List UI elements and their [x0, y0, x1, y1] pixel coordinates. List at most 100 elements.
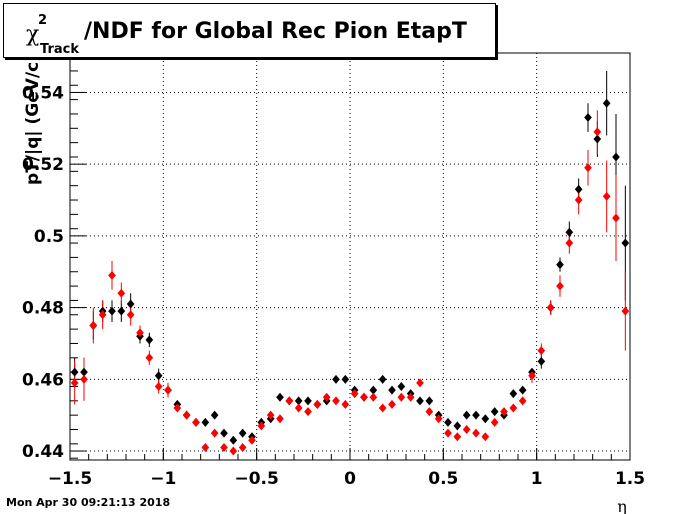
data-point [210, 410, 219, 420]
data-point [313, 399, 322, 409]
y-tick-label: 0.46 [22, 370, 64, 390]
data-point [490, 417, 499, 427]
data-point [584, 163, 592, 173]
data-point [481, 432, 490, 442]
y-tick-label: 0.52 [22, 155, 64, 175]
data-point [556, 281, 564, 291]
data-point [164, 385, 172, 395]
data-point [621, 238, 630, 248]
data-points [70, 98, 630, 456]
x-tick-label: 1.5 [615, 469, 645, 489]
chart-title: /NDF for Global Rec Pion EtapT [84, 19, 467, 44]
data-point [388, 385, 396, 395]
data-point [472, 410, 480, 420]
data-point [509, 403, 518, 413]
data-point [369, 385, 378, 395]
data-point [369, 392, 378, 402]
data-point [546, 303, 555, 313]
data-point [89, 321, 98, 331]
data-point [453, 421, 462, 431]
y-tick-label: 0.44 [22, 442, 64, 462]
data-point [154, 381, 163, 391]
data-point [276, 392, 284, 402]
data-point [192, 417, 200, 427]
data-point [182, 410, 191, 420]
data-point [145, 335, 154, 345]
data-point [80, 374, 88, 384]
chi-superscript: 2 [38, 13, 48, 28]
x-tick-label: 1 [531, 469, 543, 489]
data-point [574, 195, 583, 205]
data-point [416, 396, 424, 406]
data-point [238, 428, 247, 438]
data-point [350, 389, 359, 399]
y-tick-label: 0.54 [22, 83, 64, 103]
data-point [416, 378, 424, 388]
data-point [276, 414, 284, 424]
y-tick-label: 0.48 [22, 299, 64, 319]
data-point [304, 407, 312, 417]
data-point [117, 306, 126, 316]
data-point [388, 399, 396, 409]
data-point [145, 353, 154, 363]
data-point [257, 421, 266, 431]
data-point [332, 374, 340, 384]
x-tick-label: −1 [150, 469, 176, 489]
data-point [556, 260, 564, 270]
plot-frame [69, 52, 631, 461]
data-point [378, 374, 387, 384]
y-tick-label: 0.5 [34, 227, 64, 247]
tick-labels: −1.5 −1 −0.5 0 0.5 1 1.5 0.44 0.46 0.48 0.5 0.52 0.5… [22, 83, 645, 489]
data-point [341, 399, 350, 409]
x-tick-label: 0.5 [428, 469, 458, 489]
data-point [220, 442, 228, 452]
data-point [612, 152, 620, 162]
data-point [602, 98, 611, 108]
y-axis-label: pT/|q| (GeV/c) [23, 54, 43, 185]
data-point [528, 371, 536, 381]
data-point [481, 414, 490, 424]
data-point [472, 428, 480, 438]
timestamp: Mon Apr 30 09:21:13 2018 [6, 496, 171, 509]
data-point [406, 392, 415, 402]
data-point [201, 417, 210, 427]
data-point [397, 381, 406, 391]
data-point [565, 227, 574, 237]
data-point [98, 310, 107, 320]
data-point [220, 428, 228, 438]
data-point [462, 410, 471, 420]
data-point [537, 356, 546, 366]
grid [70, 53, 630, 460]
data-point [136, 328, 144, 338]
chi-subscript: Track [40, 42, 79, 57]
data-point [126, 310, 135, 320]
data-point [70, 367, 79, 377]
data-point [210, 428, 219, 438]
data-point [490, 407, 499, 417]
data-point [294, 403, 303, 413]
chi-symbol: χ [26, 22, 40, 47]
data-point [80, 367, 88, 377]
data-point [425, 396, 434, 406]
data-point [565, 238, 574, 248]
data-point [154, 371, 163, 381]
data-point [304, 396, 312, 406]
data-point [584, 113, 592, 123]
data-point [360, 392, 368, 402]
data-point [397, 392, 406, 402]
data-point [70, 378, 79, 388]
data-point [500, 407, 508, 417]
chart-title-box: χ 2 Track /NDF for Global Rec Pion EtapT [3, 3, 496, 58]
data-point [425, 407, 434, 417]
data-point [229, 446, 238, 456]
data-point [229, 435, 238, 445]
data-point [108, 306, 116, 316]
data-point [108, 270, 116, 280]
data-point [117, 288, 126, 298]
x-tick-label: 0 [344, 469, 356, 489]
data-point [266, 410, 275, 420]
data-point [593, 134, 602, 144]
data-point [126, 299, 135, 309]
data-point [378, 403, 387, 413]
